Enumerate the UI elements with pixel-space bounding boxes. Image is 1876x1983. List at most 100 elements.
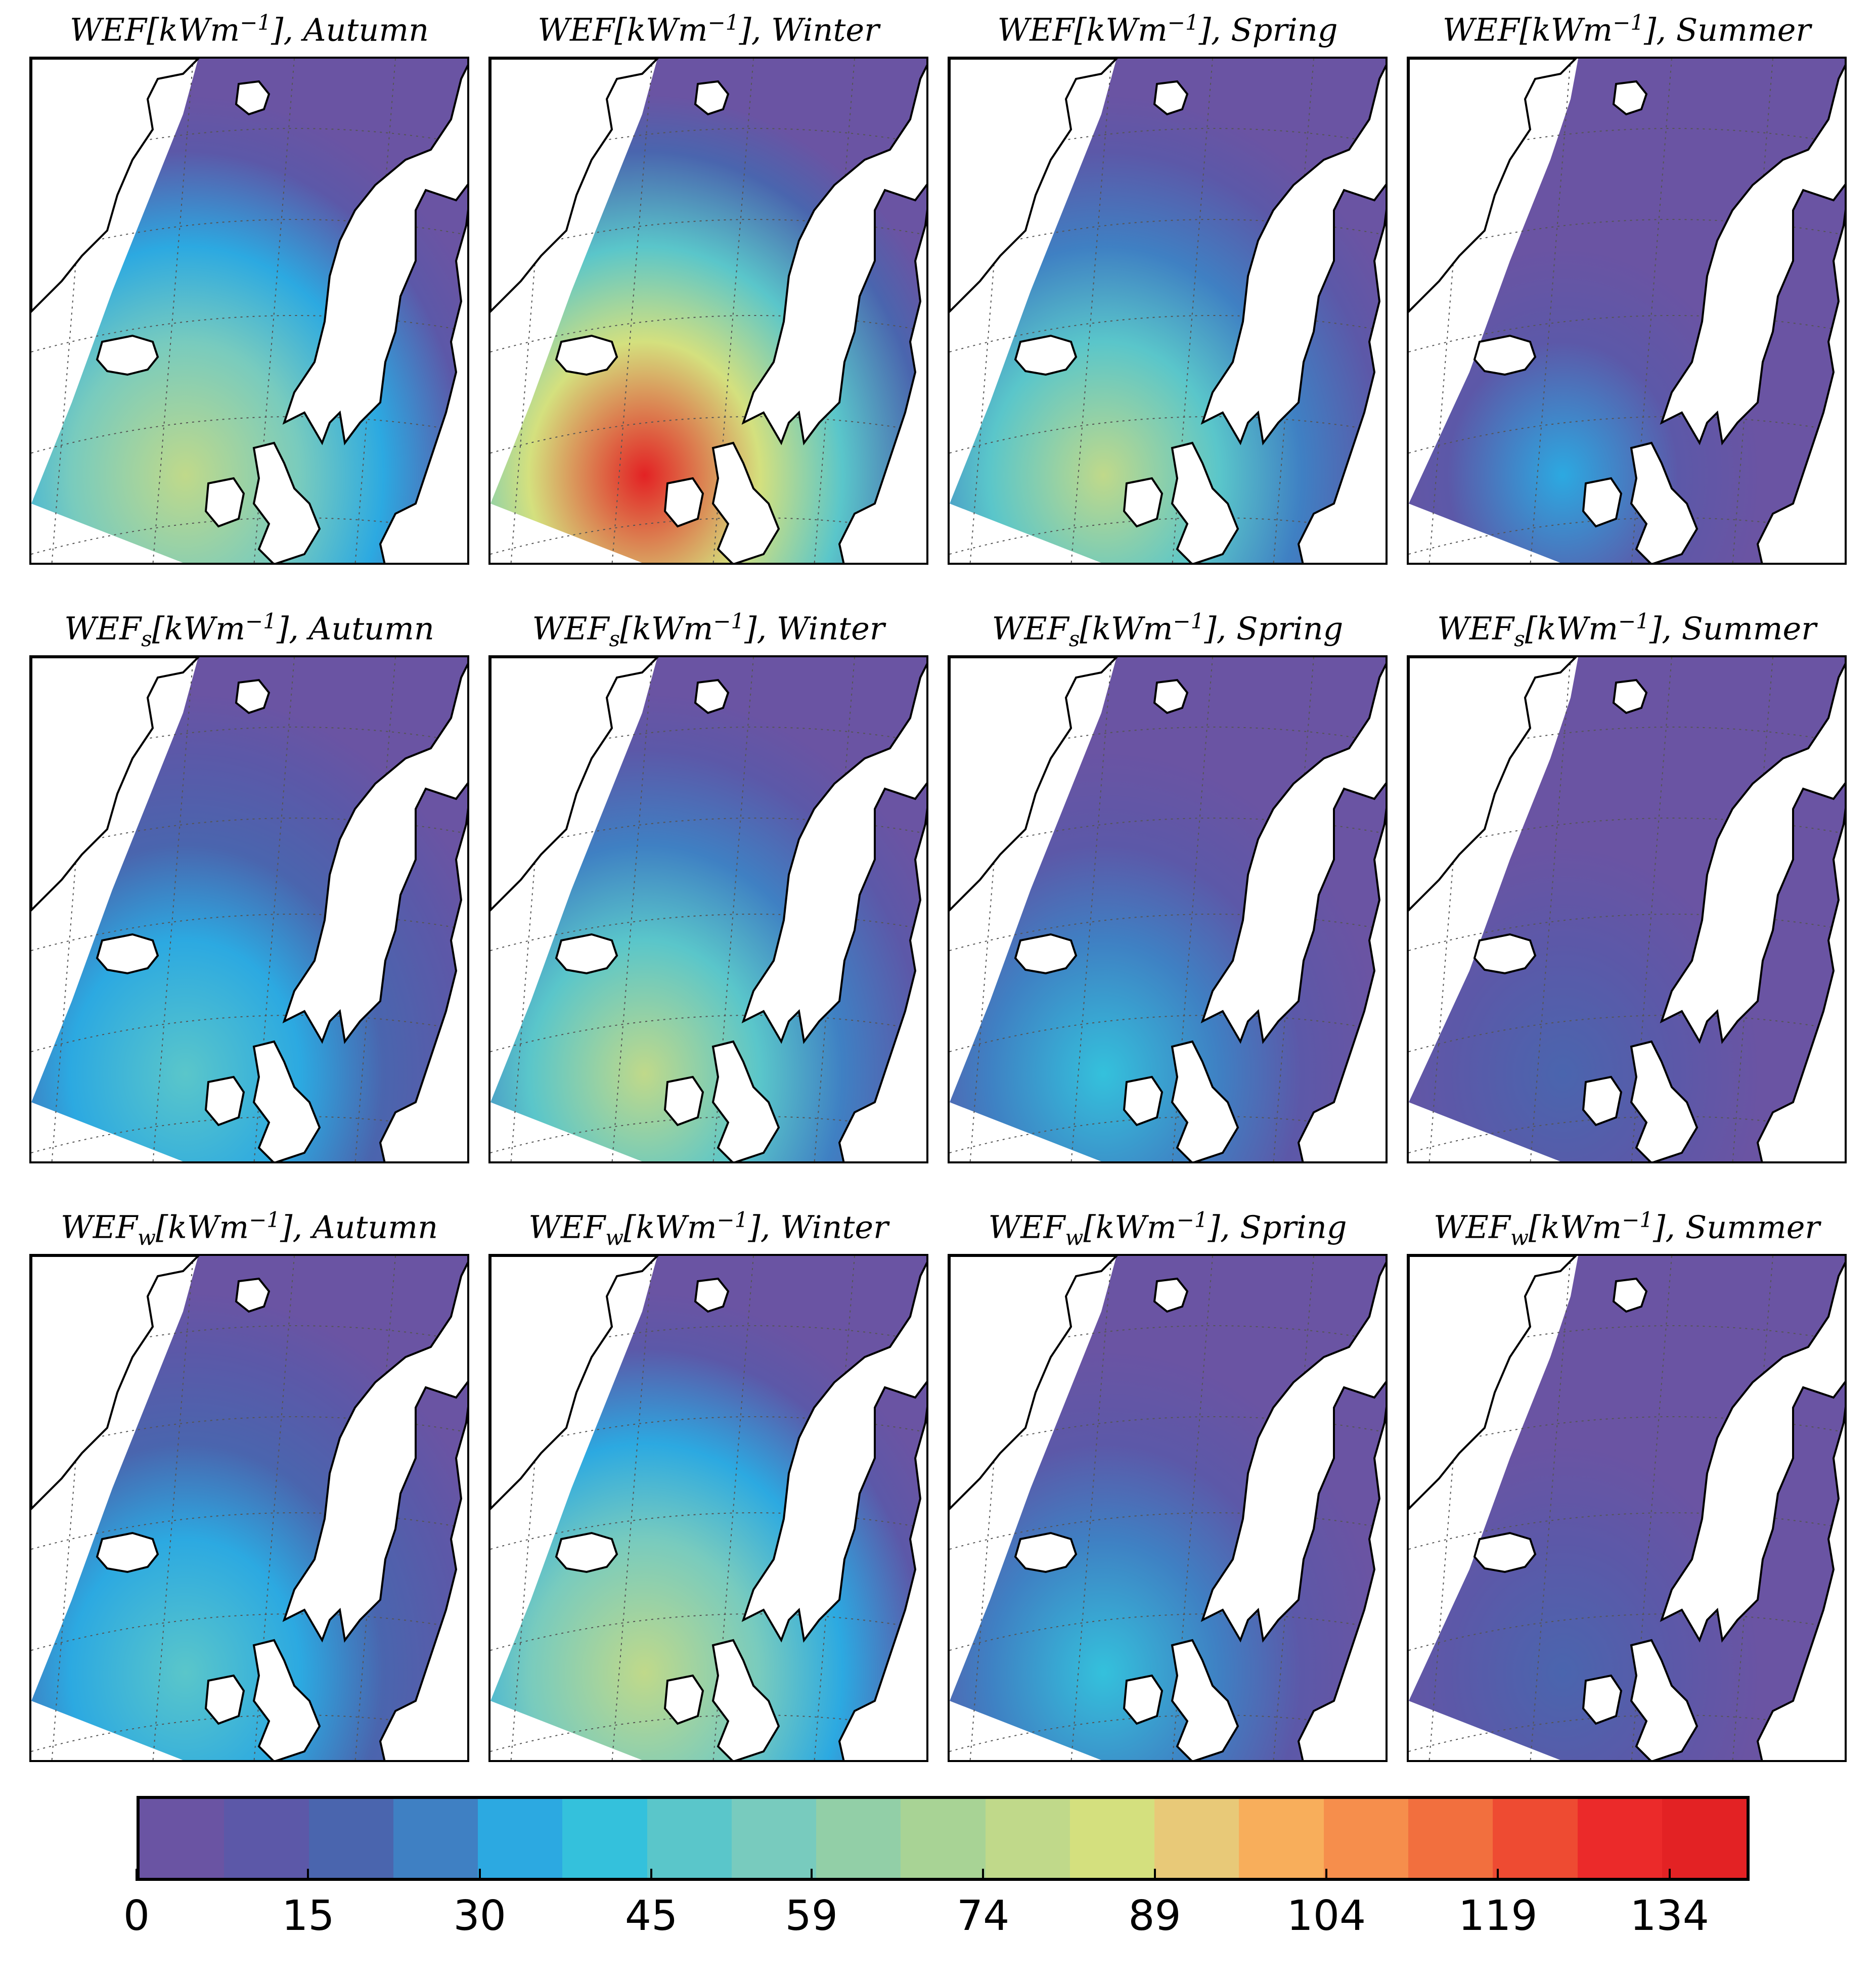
colorbar-segment [731, 1799, 817, 1878]
finland-baltic-land [1297, 807, 1386, 1161]
panel-title: WEFs[kWm−1], Summer [1397, 609, 1857, 651]
map-panel [1407, 655, 1847, 1163]
colorbar-tick-mark [982, 1869, 985, 1881]
colorbar-segment [562, 1799, 647, 1878]
panel-title: WEFw[kWm−1], Autumn [19, 1207, 479, 1250]
colorbar-tick-label: 74 [957, 1892, 1010, 1940]
finland-baltic-land [379, 209, 467, 563]
finland-baltic-land [1756, 807, 1845, 1161]
panel-title-bracket: ], [744, 610, 777, 647]
ireland-land [1123, 1674, 1164, 1725]
panel-title: WEFs[kWm−1], Spring [937, 609, 1398, 651]
svalbard-land [1153, 679, 1189, 714]
panel-title-quantity: WEF [528, 1208, 606, 1246]
iceland-land [555, 1531, 618, 1573]
map-panel [488, 1254, 928, 1762]
panel-title-quantity: WEF [988, 1208, 1065, 1246]
britain-land [1630, 1639, 1699, 1760]
panel-title-units: [kWm [146, 11, 240, 49]
colorbar-tick-mark [1668, 1869, 1671, 1881]
colorbar-segment [985, 1799, 1070, 1878]
map-svg [950, 657, 1386, 1161]
panel-title-units-exponent: −1 [717, 1207, 748, 1232]
map-panel [948, 655, 1388, 1163]
panel-title-bracket: ], [271, 11, 303, 49]
panel-title-season: Summer [1685, 1208, 1820, 1246]
iceland-land [1014, 933, 1078, 975]
panel-title-subscript: w [605, 1225, 624, 1250]
iceland-land [555, 933, 618, 975]
finland-baltic-land [1297, 1406, 1386, 1760]
colorbar-tick-label: 0 [123, 1892, 150, 1940]
map-panel [29, 655, 469, 1163]
map-svg [1409, 59, 1845, 563]
colorbar-segment [478, 1799, 563, 1878]
map-svg [490, 1256, 926, 1760]
scandinavia-land [1200, 1261, 1386, 1643]
greenland-land [31, 657, 200, 912]
panel-title-season: Winter [780, 1208, 888, 1246]
panel-title-units-exponent: −1 [240, 10, 272, 35]
colorbar-tick-label: 119 [1458, 1892, 1538, 1940]
scandinavia-land [282, 64, 467, 445]
iceland-land [1014, 1531, 1078, 1573]
panel-title-subscript: w [137, 1225, 156, 1250]
colorbar-tick-mark [1497, 1869, 1499, 1881]
panel-title-units: [kWm [1080, 610, 1173, 647]
colorbar-segment [1662, 1799, 1747, 1878]
finland-baltic-land [379, 1406, 467, 1760]
map-svg [31, 657, 467, 1161]
map-svg [31, 1256, 467, 1760]
iceland-land [555, 334, 618, 376]
svalbard-land [1612, 1277, 1648, 1313]
panel-title-subscript: w [1065, 1225, 1084, 1250]
panel-title-units-exponent: −1 [1176, 1207, 1208, 1232]
greenland-land [1409, 59, 1577, 313]
svalbard-land [1153, 1277, 1189, 1313]
panel-title-season: Spring [1236, 610, 1344, 647]
svalbard-land [1612, 80, 1648, 116]
map-panel [29, 1254, 469, 1762]
panel-title-quantity: WEF [69, 11, 147, 49]
panel-title-units: [kWm [1083, 1208, 1177, 1246]
map-panel [1407, 1254, 1847, 1762]
panel-title-season: Spring [1240, 1208, 1347, 1246]
colorbar-tick-mark [810, 1869, 813, 1881]
colorbar-segment [224, 1799, 309, 1878]
colorbar-tick-mark [136, 1869, 138, 1881]
panel-title-units-exponent: −1 [707, 10, 739, 35]
panel-title-season: Summer [1681, 610, 1816, 647]
colorbar-segment [308, 1799, 393, 1878]
greenland-land [31, 1256, 200, 1510]
colorbar-segment [1323, 1799, 1408, 1878]
map-panel [948, 57, 1388, 565]
panel-title-subscript: s [141, 626, 152, 652]
panel-title-units: [kWm [614, 11, 708, 49]
panel-title-quantity: WEF [1442, 11, 1520, 49]
svalbard-land [235, 679, 271, 714]
map-svg [1409, 657, 1845, 1161]
colorbar-tick-label: 104 [1286, 1892, 1366, 1940]
map-svg [490, 657, 926, 1161]
panel-title-bracket: ], [748, 1208, 781, 1246]
colorbar-tick-mark [1325, 1869, 1327, 1881]
colorbar-segment [1154, 1799, 1239, 1878]
ireland-land [204, 1674, 245, 1725]
colorbar [137, 1796, 1750, 1881]
svalbard-land [694, 1277, 730, 1313]
iceland-land [1014, 334, 1078, 376]
iceland-land [96, 334, 159, 376]
ireland-land [1582, 477, 1623, 528]
colorbar-tick-label: 134 [1630, 1892, 1709, 1940]
ireland-land [1123, 477, 1164, 528]
colorbar-tick-mark [650, 1869, 653, 1881]
panel-title-units: [kWm [155, 1208, 249, 1246]
ireland-land [663, 1674, 704, 1725]
panel-title-bracket: ], [739, 11, 772, 49]
svalbard-land [1612, 679, 1648, 714]
panel-title-units-exponent: −1 [249, 1207, 281, 1232]
panel-title-season: Autumn [303, 11, 429, 49]
scandinavia-land [1200, 663, 1386, 1044]
panel-title-quantity: WEF [1433, 1208, 1510, 1246]
panel-title-quantity: WEF [1437, 610, 1514, 647]
